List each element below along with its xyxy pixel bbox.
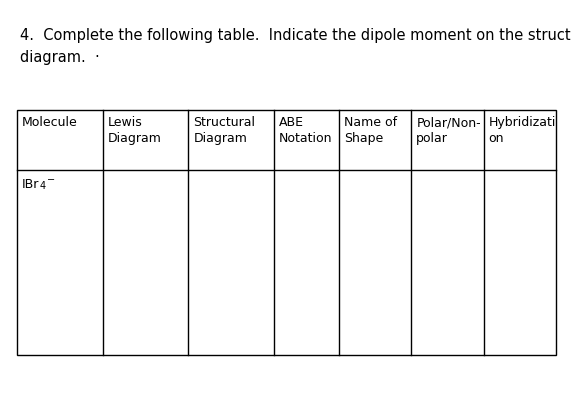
Text: diagram.  ·: diagram. · (20, 50, 100, 65)
Bar (17, 110, 556, 355)
Text: Structural
Diagram: Structural Diagram (194, 116, 255, 145)
Text: Polar/Non-
polar: Polar/Non- polar (416, 116, 481, 145)
Text: 4: 4 (40, 181, 46, 191)
Text: 4.  Complete the following table.  Indicate the dipole moment on the structural: 4. Complete the following table. Indicat… (20, 28, 571, 43)
Text: Name of
Shape: Name of Shape (344, 116, 397, 145)
Text: Molecule: Molecule (22, 116, 78, 129)
Text: ABE
Notation: ABE Notation (279, 116, 332, 145)
Text: IBr: IBr (22, 178, 39, 191)
Text: Hybridizati
on: Hybridizati on (489, 116, 556, 145)
Text: Lewis
Diagram: Lewis Diagram (108, 116, 162, 145)
Text: −: − (47, 175, 55, 185)
